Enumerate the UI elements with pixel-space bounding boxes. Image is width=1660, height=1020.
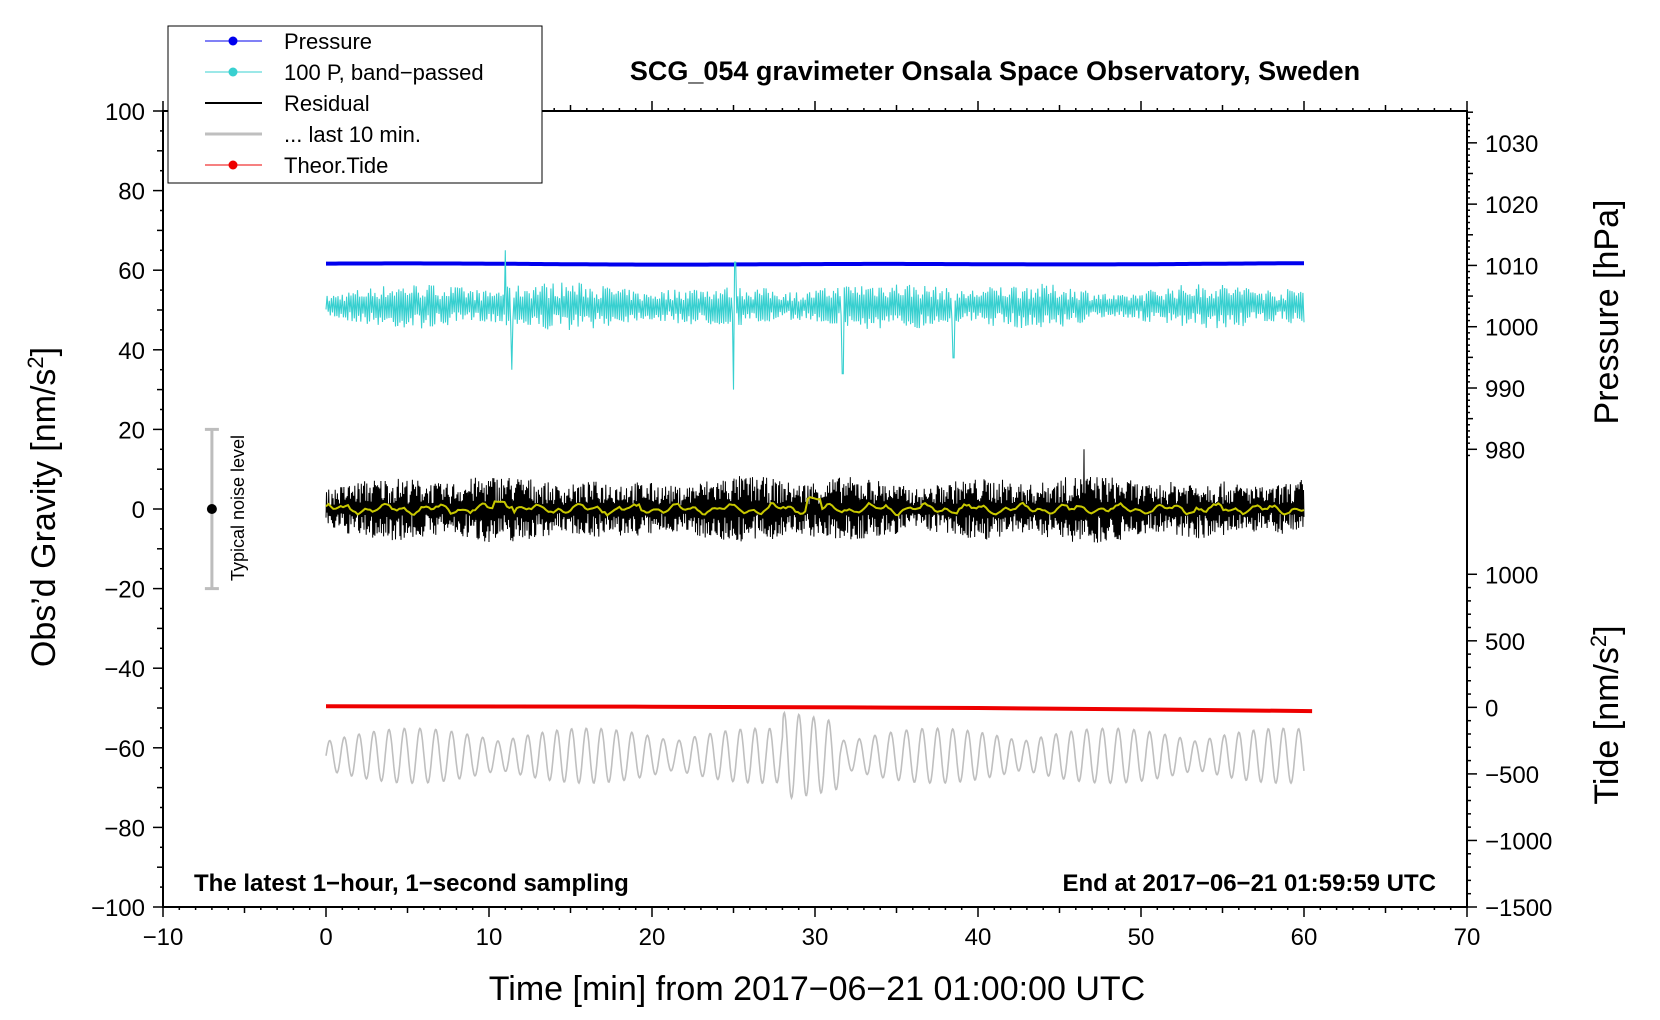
x-tick-label: 0 <box>319 924 332 951</box>
residual-series-line <box>325 449 1305 543</box>
last-10-min-series-line <box>325 710 1305 801</box>
bandpassed-pressure-series-line <box>325 250 1305 390</box>
tide-tick-label: 1000 <box>1485 562 1538 589</box>
legend-marker <box>228 67 238 77</box>
noise-level-label: Typical noise level <box>228 435 248 581</box>
annotation-sampling: The latest 1−hour, 1−second sampling <box>194 870 629 897</box>
noise-level-bar <box>204 427 219 591</box>
y-tick-label-left: 40 <box>118 338 145 365</box>
x-tick-label: 60 <box>1291 924 1318 951</box>
y-tick-label-left: 100 <box>105 99 145 126</box>
y-axis-title-pressure: Pressure [hPa] <box>1588 200 1626 425</box>
y-tick-label-left: −60 <box>104 736 145 763</box>
pressure-tick-label: 1000 <box>1485 315 1538 342</box>
x-tick-label: 70 <box>1454 924 1481 951</box>
legend-marker <box>228 160 238 170</box>
x-tick-label: 20 <box>639 924 666 951</box>
chart-title: SCG_054 gravimeter Onsala Space Observat… <box>630 56 1360 86</box>
tide-tick-label: −1500 <box>1485 895 1552 922</box>
axes-layer: −10 0 10 20 30 40 50 60 70100806040200−20−40−60−… <box>91 99 1552 951</box>
residual-smoothed-series-line <box>325 496 1305 517</box>
pressure-tick-label: 1030 <box>1485 131 1538 158</box>
y-axis-title-tide-sup: 2 <box>1586 635 1611 647</box>
y-axis-title-tide: Tide [nm/s2] <box>1586 625 1626 804</box>
legend: Pressure 100 P, band−passed Residual ... la… <box>167 25 543 184</box>
x-tick-label: 40 <box>965 924 992 951</box>
y-axis-title-left: Obs’d Gravity [nm/s2] <box>23 347 63 667</box>
pressure-series-line <box>326 261 1304 267</box>
y-tick-label-left: 60 <box>118 258 145 285</box>
x-axis-title: Time [min] from 2017−06−21 01:00:00 UTC <box>489 970 1145 1008</box>
legend-label: Residual <box>284 91 370 116</box>
tide-tick-label: 0 <box>1485 695 1498 722</box>
legend-label: Pressure <box>284 29 372 54</box>
theoretical-tide-series-line <box>325 704 1313 714</box>
y-axis-title-left-sup: 2 <box>23 356 48 368</box>
y-tick-label-left: −80 <box>104 815 145 842</box>
legend-box <box>167 25 543 184</box>
y-tick-label-left: 20 <box>118 417 145 444</box>
legend-label: ... last 10 min. <box>284 122 421 147</box>
series-layer <box>325 250 1313 801</box>
legend-marker <box>228 36 238 46</box>
pressure-tick-label: 1020 <box>1485 192 1538 219</box>
y-axis-title-tide-close: ] <box>1588 625 1626 634</box>
y-tick-label-left: 0 <box>132 497 145 524</box>
tide-tick-label: 500 <box>1485 629 1525 656</box>
y-axis-title-left-close: ] <box>25 347 63 356</box>
pressure-tick-label: 980 <box>1485 437 1525 464</box>
x-tick-label: −10 <box>143 924 184 951</box>
y-tick-label-left: −100 <box>91 895 145 922</box>
x-tick-label: 50 <box>1128 924 1155 951</box>
y-axis-title-left-main: Obs’d Gravity [nm/s <box>25 369 63 668</box>
y-axis-title-tide-main: Tide [nm/s <box>1588 647 1626 804</box>
y-tick-label-left: −20 <box>104 577 145 604</box>
tide-tick-label: −500 <box>1485 762 1539 789</box>
noise-bar-center-dot <box>206 504 217 514</box>
legend-label: 100 P, band−passed <box>284 60 484 85</box>
legend-items: Pressure 100 P, band−passed Residual ... la… <box>205 29 484 178</box>
pressure-tick-label: 990 <box>1485 376 1525 403</box>
y-tick-label-left: 80 <box>118 179 145 206</box>
annotation-end-time: End at 2017−06−21 01:59:59 UTC <box>1062 870 1436 897</box>
pressure-tick-label: 1010 <box>1485 253 1538 280</box>
x-tick-label: 30 <box>802 924 829 951</box>
tide-tick-label: −1000 <box>1485 828 1552 855</box>
x-tick-label: 10 <box>476 924 503 951</box>
legend-label: Theor.Tide <box>284 153 388 178</box>
noise-level-indicator: Typical noise level <box>204 427 248 591</box>
y-tick-label-left: −40 <box>104 656 145 683</box>
